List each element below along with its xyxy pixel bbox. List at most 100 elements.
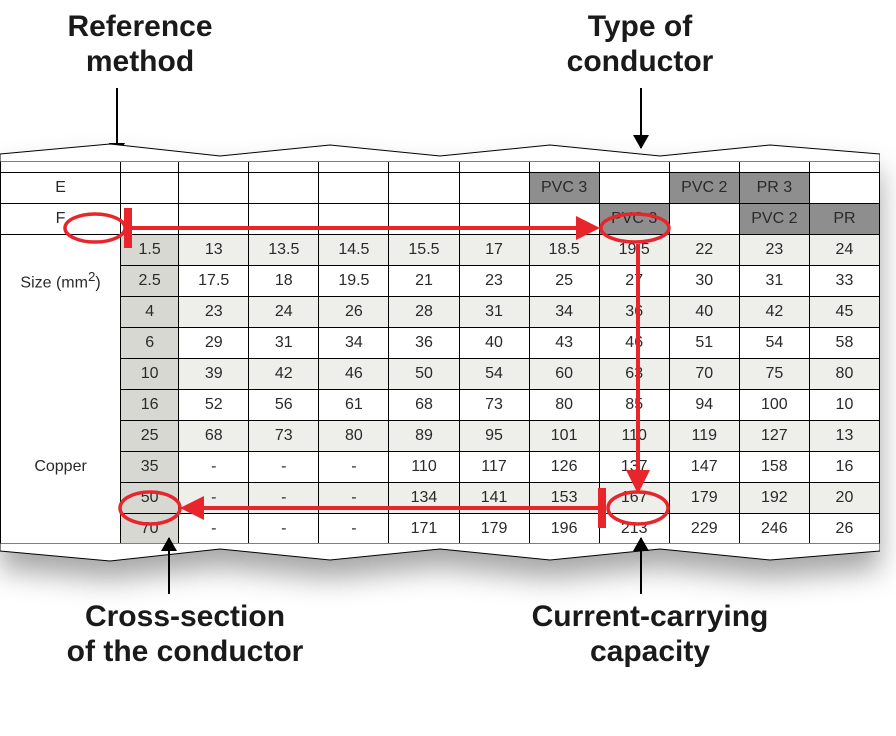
- cell-r6-c6: 110: [599, 420, 669, 451]
- cell-r1-c4: 23: [459, 265, 529, 296]
- cell-r5-c0: 52: [179, 389, 249, 420]
- cell-r7-c2: -: [319, 451, 389, 482]
- cell-r4-c5: 60: [529, 358, 599, 389]
- cell-r6-c8: 127: [739, 420, 809, 451]
- table-container: EPVC 3PVC 2PR 3FPVC 3PVC 2PR1.51313.514.…: [0, 160, 880, 545]
- method-row-E: E: [1, 172, 121, 203]
- cell-r9-c4: 179: [459, 513, 529, 544]
- cell-r0-c9: 24: [809, 234, 879, 265]
- cell-r0-c4: 17: [459, 234, 529, 265]
- cell-r2-c7: 40: [669, 296, 739, 327]
- cell-r1-c9: 33: [809, 265, 879, 296]
- cell-r8-c7: 179: [669, 482, 739, 513]
- cell-r7-c4: 117: [459, 451, 529, 482]
- cell-r5-c5: 80: [529, 389, 599, 420]
- cell-r7-c8: 158: [739, 451, 809, 482]
- cell-r5-c7: 94: [669, 389, 739, 420]
- size-6: 6: [121, 327, 179, 358]
- cell-r3-c8: 54: [739, 327, 809, 358]
- cell-r9-c9: 26: [809, 513, 879, 544]
- cell-r8-c9: 20: [809, 482, 879, 513]
- cell-r5-c2: 61: [319, 389, 389, 420]
- cell-r2-c6: 36: [599, 296, 669, 327]
- cell-r0-c1: 13.5: [249, 234, 319, 265]
- cell-r7-c1: -: [249, 451, 319, 482]
- torn-edge-bottom: [0, 543, 880, 563]
- cell-r1-c2: 19.5: [319, 265, 389, 296]
- cell-r9-c2: -: [319, 513, 389, 544]
- cell-r5-c4: 73: [459, 389, 529, 420]
- cell-r3-c6: 46: [599, 327, 669, 358]
- size-4: 4: [121, 296, 179, 327]
- cell-r6-c2: 80: [319, 420, 389, 451]
- cell-r3-c7: 51: [669, 327, 739, 358]
- label-size: Size (mm2): [1, 265, 121, 296]
- cell-r3-c1: 31: [249, 327, 319, 358]
- cell-r1-c3: 21: [389, 265, 459, 296]
- size-50: 50: [121, 482, 179, 513]
- cell-r2-c8: 42: [739, 296, 809, 327]
- cell-r5-c8: 100: [739, 389, 809, 420]
- cell-r8-c6: 167: [599, 482, 669, 513]
- cell-r9-c5: 196: [529, 513, 599, 544]
- cell-r2-c2: 26: [319, 296, 389, 327]
- cell-r0-c3: 15.5: [389, 234, 459, 265]
- cell-r1-c5: 25: [529, 265, 599, 296]
- cell-r6-c1: 73: [249, 420, 319, 451]
- cell-r1-c0: 17.5: [179, 265, 249, 296]
- cell-r8-c3: 134: [389, 482, 459, 513]
- cell-r4-c2: 46: [319, 358, 389, 389]
- cell-r0-c6: 19.5: [599, 234, 669, 265]
- cell-r9-c8: 246: [739, 513, 809, 544]
- cell-r6-c7: 119: [669, 420, 739, 451]
- annotation-type-conductor: Type ofconductor: [540, 10, 740, 79]
- cell-r6-c0: 68: [179, 420, 249, 451]
- header-F-PR: PR: [809, 203, 879, 234]
- cell-r2-c5: 34: [529, 296, 599, 327]
- cell-r1-c6: 27: [599, 265, 669, 296]
- size-25: 25: [121, 420, 179, 451]
- cell-r9-c7: 229: [669, 513, 739, 544]
- cell-r6-c5: 101: [529, 420, 599, 451]
- cell-r5-c6: 85: [599, 389, 669, 420]
- size-10: 10: [121, 358, 179, 389]
- cell-r4-c9: 80: [809, 358, 879, 389]
- cell-r0-c8: 23: [739, 234, 809, 265]
- cell-r4-c8: 75: [739, 358, 809, 389]
- cell-r0-c5: 18.5: [529, 234, 599, 265]
- cell-r3-c3: 36: [389, 327, 459, 358]
- cell-r1-c1: 18: [249, 265, 319, 296]
- cell-r8-c2: -: [319, 482, 389, 513]
- cell-r1-c7: 30: [669, 265, 739, 296]
- cell-r2-c4: 31: [459, 296, 529, 327]
- header-PR3: PR 3: [739, 172, 809, 203]
- cell-r4-c0: 39: [179, 358, 249, 389]
- arrow-type-conductor: [640, 88, 642, 148]
- cell-r3-c4: 40: [459, 327, 529, 358]
- annotation-reference-method: Referencemethod: [40, 10, 240, 79]
- cell-r2-c1: 24: [249, 296, 319, 327]
- cell-r7-c3: 110: [389, 451, 459, 482]
- cell-r5-c1: 56: [249, 389, 319, 420]
- cell-r4-c4: 54: [459, 358, 529, 389]
- torn-edge-top: [0, 142, 880, 162]
- cell-r8-c8: 192: [739, 482, 809, 513]
- cell-r4-c1: 42: [249, 358, 319, 389]
- annotation-capacity: Current-carryingcapacity: [500, 600, 800, 669]
- cell-r7-c5: 126: [529, 451, 599, 482]
- header-PVC3: PVC 3: [529, 172, 599, 203]
- cell-r3-c5: 43: [529, 327, 599, 358]
- cell-r0-c0: 13: [179, 234, 249, 265]
- cell-r5-c3: 68: [389, 389, 459, 420]
- header-F-PVC3: PVC 3: [599, 203, 669, 234]
- cell-r9-c1: -: [249, 513, 319, 544]
- cell-r9-c3: 171: [389, 513, 459, 544]
- cell-r2-c3: 28: [389, 296, 459, 327]
- method-row-F: F: [1, 203, 121, 234]
- cell-r7-c0: -: [179, 451, 249, 482]
- arrow-cross-section: [168, 538, 170, 594]
- arrow-capacity: [640, 538, 642, 594]
- header-F-PVC2: PVC 2: [739, 203, 809, 234]
- cell-r3-c0: 29: [179, 327, 249, 358]
- cell-r8-c0: -: [179, 482, 249, 513]
